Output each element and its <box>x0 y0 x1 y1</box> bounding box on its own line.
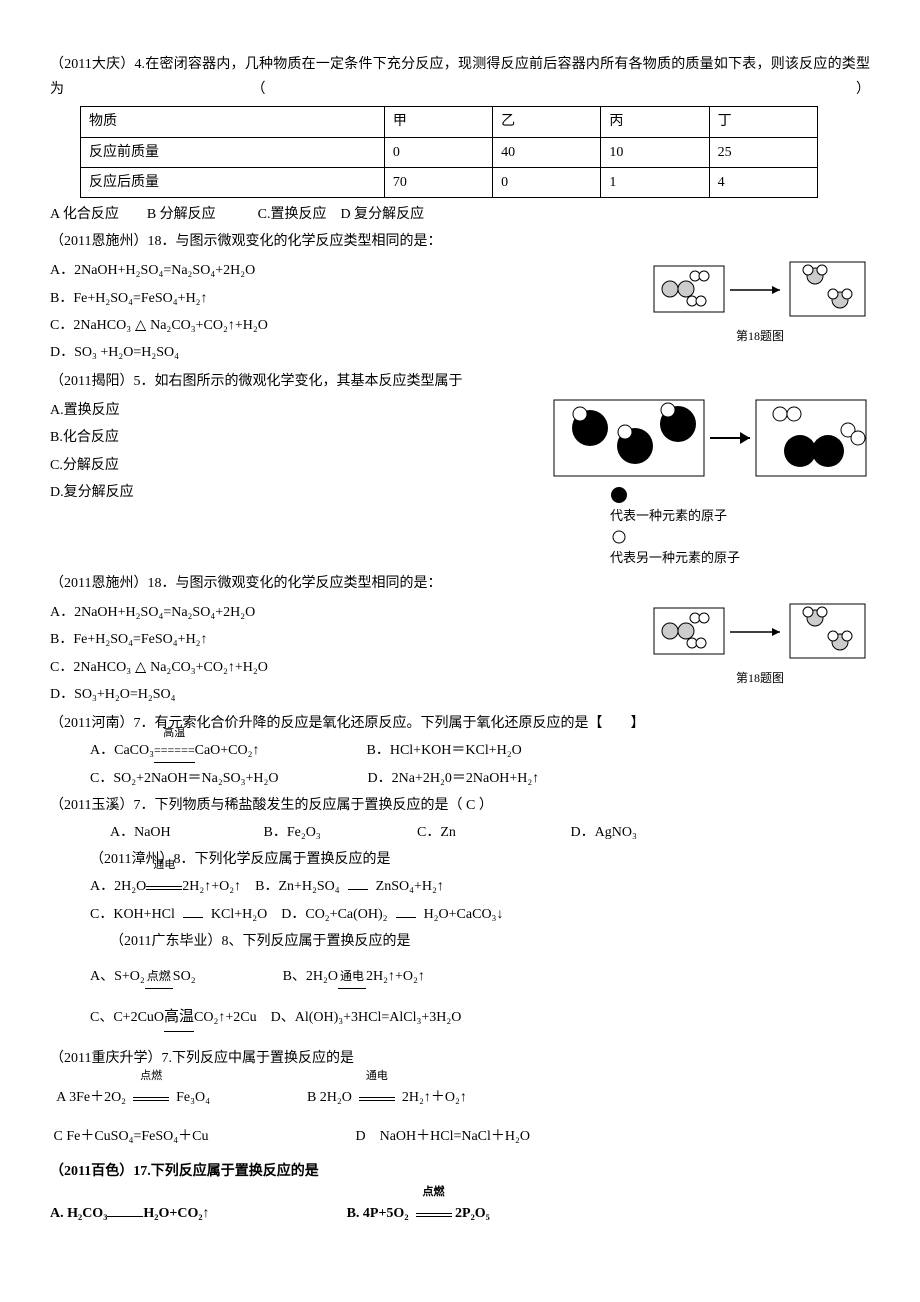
opt-b: B 2H₂O 通电 2H₂↑＋O₂↑ <box>307 1090 467 1105</box>
opt-a: A．CaCO₃高温======CaO+CO₂↑ <box>90 743 263 758</box>
opt-c: C．2NaHCO₃ △ Na₂CO₃+CO₂↑+H₂O <box>50 313 640 338</box>
opt-d: D、Al(OH)₃+3HCl=AlCl₃+3H₂O <box>271 1010 462 1025</box>
triangle-icon: △ <box>135 313 147 338</box>
opt-c: C Fe＋CuSO₄=FeSO₄＋Cu <box>54 1129 209 1144</box>
legend-1: 代表一种元素的原子 <box>610 508 727 523</box>
opt-a: A、S+O₂点燃SO₂ <box>90 969 199 984</box>
opt-d: D NaOH＋HCl=NaCl＋H₂O <box>355 1129 530 1144</box>
legend-2: 代表另一种元素的原子 <box>610 550 740 565</box>
q-gd-stem: （2011广东毕业）8、下列反应属于置换反应的是 <box>110 929 870 954</box>
opt-c: C、C+2CuO高温CO₂↑+2Cu <box>90 1010 260 1025</box>
opt-c: C．KOH+HClKCl+H₂O <box>90 907 271 922</box>
opt-a: A．2H₂O通电2H₂↑+O₂↑ <box>90 879 245 894</box>
q-daqing-stem: （2011大庆）4.在密闭容器内，几种物质在一定条件下充分反应，现测得反应前后容… <box>50 52 870 102</box>
q-enshi1-stem: （2011恩施州）18．与图示微观变化的化学反应类型相同的是： <box>50 229 870 254</box>
q-chongqing-stem: （2011重庆升学）7.下列反应中属于置换反应的是 <box>50 1046 870 1071</box>
opt-a: A.置换反应 <box>50 398 540 423</box>
table-row: 反应后质量 70 0 1 4 <box>81 167 818 197</box>
opt-d: D．CO₂+Ca(OH)₂H₂O+CaCO₃↓ <box>281 907 503 922</box>
figure-caption: 第18题图 <box>650 668 870 690</box>
table-row: 物质 甲 乙 丙 丁 <box>81 107 818 137</box>
opt-c: C．SO₂+2NaOH＝Na₂SO₃+H₂O <box>90 771 279 786</box>
opt-b: B．Zn+H₂SO₄ZnSO₄+H₂↑ <box>255 879 444 894</box>
opt-a: A．2NaOH+H₂SO₄=Na₂SO₄+2H₂O <box>50 258 640 283</box>
opt-d: D．SO₃ +H₂O=H₂SO₄ <box>50 340 640 365</box>
opt-d: D．SO₃+H₂O=H₂SO₄ <box>50 682 640 707</box>
table-row: 反应前质量 0 40 10 25 <box>81 137 818 167</box>
q-daqing-options: A 化合反应 B 分解反应 C.置换反应 D 复分解反应 <box>50 202 870 227</box>
opt-c: C．Zn <box>417 820 567 845</box>
q-baise-stem: （2011百色）17.下列反应属于置换反应的是 <box>50 1159 870 1184</box>
opt-d: D．2Na+2H₂0＝2NaOH+H₂↑ <box>368 771 540 786</box>
opt-d: D.复分解反应 <box>50 480 540 505</box>
opt-c: C.分解反应 <box>50 453 540 478</box>
opt-b: B．Fe+H₂SO₄=FeSO₄+H₂↑ <box>50 286 640 311</box>
q-jieyang-stem: （2011揭阳）5．如右图所示的微观化学变化，其基本反应类型属于 <box>50 369 870 394</box>
reaction-diagram: 代表一种元素的原子 代表另一种元素的原子 <box>550 396 870 569</box>
opt-b: B．HCl+KOH＝KCl+H₂O <box>367 743 522 758</box>
q-yuxi-stem: （2011玉溪）7．下列物质与稀盐酸发生的反应属于置换反应的是（ C ） <box>50 793 870 818</box>
opt-d: D．AgNO₃ <box>571 820 721 845</box>
triangle-icon: △ <box>135 655 147 680</box>
q-enshi2-stem: （2011恩施州）18．与图示微观变化的化学反应类型相同的是： <box>50 571 870 596</box>
molecule-diagram-18: 第18题图 <box>650 256 870 348</box>
opt-b: B. 4P+5O₂ 点燃 2P₂O₅ <box>347 1206 490 1221</box>
mass-table: 物质 甲 乙 丙 丁 反应前质量 0 40 10 25 反应后质量 70 0 1… <box>80 106 818 198</box>
molecule-diagram-18-dup: 第18题图 <box>650 598 870 690</box>
opt-a: A 3Fe＋2O₂ 点燃 Fe₃O₄ <box>54 1090 214 1105</box>
opt-a: A. H₂CO₃H₂O+CO₂↑ <box>50 1206 213 1221</box>
opt-b: B．Fe+H₂SO₄=FeSO₄+H₂↑ <box>50 627 640 652</box>
opt-a: A．2NaOH+H₂SO₄=Na₂SO₄+2H₂O <box>50 600 640 625</box>
opt-c: C．2NaHCO₃ △ Na₂CO₃+CO₂↑+H₂O <box>50 655 640 680</box>
figure-caption: 第18题图 <box>650 326 870 348</box>
opt-a: A．NaOH <box>110 820 260 845</box>
opt-b: B.化合反应 <box>50 425 540 450</box>
opt-b: B、2H₂O通电2H₂↑+O₂↑ <box>283 969 425 984</box>
opt-b: B．Fe₂O₃ <box>264 820 414 845</box>
q-zhangzhou-stem: （2011漳州）8．下列化学反应属于置换反应的是 <box>90 847 870 872</box>
